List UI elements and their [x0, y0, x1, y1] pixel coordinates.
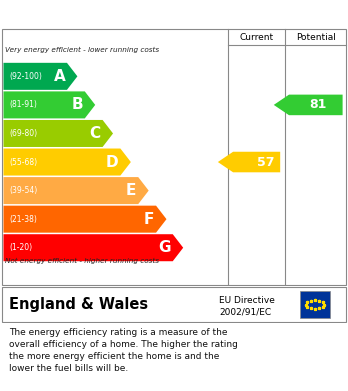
Text: EU Directive: EU Directive — [219, 296, 275, 305]
Text: C: C — [90, 126, 101, 141]
Bar — [300, 291, 330, 318]
Polygon shape — [274, 95, 342, 115]
Text: D: D — [106, 154, 119, 170]
Polygon shape — [3, 206, 166, 233]
Text: (55-68): (55-68) — [10, 158, 38, 167]
Polygon shape — [3, 120, 113, 147]
Polygon shape — [218, 152, 280, 172]
Text: (92-100): (92-100) — [10, 72, 42, 81]
Text: (21-38): (21-38) — [10, 215, 38, 224]
Text: 2002/91/EC: 2002/91/EC — [219, 307, 271, 316]
Text: Potential: Potential — [296, 32, 336, 41]
Text: (69-80): (69-80) — [10, 129, 38, 138]
Text: 57: 57 — [257, 156, 274, 169]
Polygon shape — [3, 91, 95, 118]
Text: G: G — [158, 240, 171, 255]
Polygon shape — [3, 234, 183, 261]
Text: E: E — [126, 183, 136, 198]
Text: (81-91): (81-91) — [10, 100, 38, 109]
Polygon shape — [3, 149, 131, 176]
Text: (1-20): (1-20) — [10, 243, 33, 252]
Text: Current: Current — [239, 32, 274, 41]
Text: England & Wales: England & Wales — [9, 297, 148, 312]
Text: 81: 81 — [309, 99, 326, 111]
Text: A: A — [54, 69, 65, 84]
Text: B: B — [71, 97, 83, 112]
Text: Not energy efficient - higher running costs: Not energy efficient - higher running co… — [5, 258, 159, 264]
Polygon shape — [3, 177, 149, 204]
Polygon shape — [3, 63, 77, 90]
Text: The energy efficiency rating is a measure of the
overall efficiency of a home. T: The energy efficiency rating is a measur… — [9, 328, 238, 373]
Text: Very energy efficient - lower running costs: Very energy efficient - lower running co… — [5, 47, 159, 54]
Text: F: F — [144, 212, 154, 227]
Text: (39-54): (39-54) — [10, 186, 38, 195]
Text: Energy Efficiency Rating: Energy Efficiency Rating — [9, 7, 211, 22]
